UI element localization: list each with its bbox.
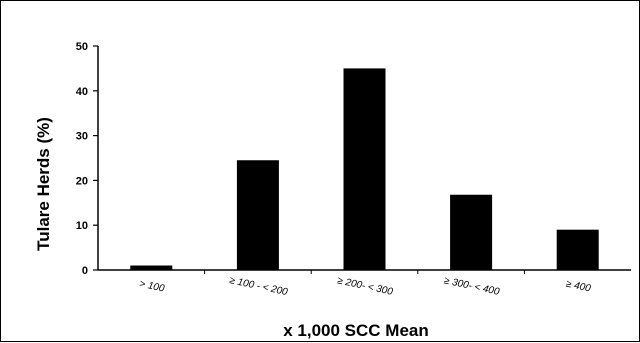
x-axis-label: x 1,000 SCC Mean bbox=[283, 321, 429, 340]
y-tick-label: 0 bbox=[82, 265, 88, 277]
bars bbox=[130, 68, 599, 271]
category-labels: > 100 ≥ 100 - < 200 ≥ 200- < 300 ≥ 300- < 4… bbox=[138, 275, 592, 298]
category-label: > 100 bbox=[138, 279, 165, 295]
y-axis: 0 10 20 30 40 50 bbox=[76, 41, 99, 277]
bar bbox=[450, 194, 493, 270]
category-label: ≥ 200- < 300 bbox=[336, 275, 394, 298]
x-axis bbox=[98, 269, 631, 274]
y-axis-label: Tulare Herds (%) bbox=[34, 117, 53, 251]
bar bbox=[236, 160, 279, 270]
category-label: ≥ 400 bbox=[565, 279, 592, 295]
y-tick-label: 50 bbox=[76, 41, 88, 53]
y-tick-label: 10 bbox=[76, 220, 88, 232]
bar bbox=[343, 68, 386, 271]
y-tick-label: 40 bbox=[76, 86, 88, 98]
category-label: ≥ 300- < 400 bbox=[443, 275, 501, 298]
bar bbox=[130, 265, 173, 270]
category-label: ≥ 100 - < 200 bbox=[228, 275, 289, 298]
y-tick-label: 30 bbox=[76, 131, 88, 143]
y-tick-label: 20 bbox=[76, 175, 88, 187]
bar bbox=[556, 229, 599, 270]
